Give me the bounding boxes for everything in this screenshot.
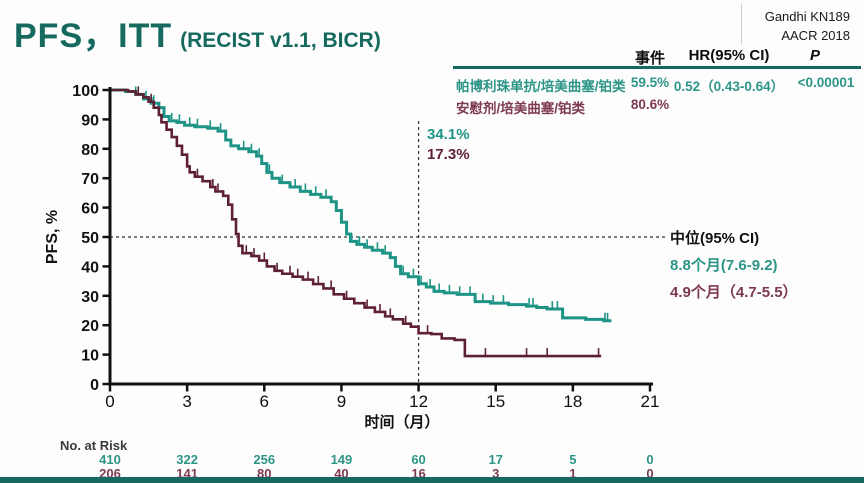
- y-tick-label: 100: [72, 83, 99, 100]
- credit-divider: [741, 4, 742, 44]
- summary-row-pembro-events: 59.5%: [630, 75, 670, 90]
- annotation-median-placebo: 4.9个月（4.7-5.5）: [670, 284, 798, 301]
- x-tick-label: 18: [563, 392, 582, 411]
- summary-header-events: 事件: [634, 50, 665, 67]
- risk-value: 17: [488, 452, 503, 467]
- summary-header-p: P: [809, 47, 820, 64]
- y-tick-label: 30: [81, 289, 99, 306]
- risk-value: 322: [176, 452, 198, 467]
- x-tick-label: 9: [337, 392, 346, 411]
- annotation-12mo-pembro: 34.1%: [427, 126, 470, 143]
- risk-value: 5: [569, 452, 577, 467]
- x-tick-label: 15: [486, 392, 505, 411]
- x-tick-label: 0: [105, 392, 114, 411]
- risk-value: 1: [569, 466, 577, 481]
- x-tick-label: 21: [641, 392, 660, 411]
- risk-value: 149: [330, 452, 353, 467]
- x-tick-label: 12: [409, 392, 428, 411]
- km-curve-placebo: [110, 88, 602, 358]
- y-tick-label: 10: [81, 348, 99, 365]
- summary-row-pembro-p: <0.00001: [797, 75, 855, 90]
- y-tick-label: 50: [81, 230, 99, 247]
- credit-line-1: Gandhi KN189: [764, 9, 850, 24]
- summary-row-placebo-events: 80.6%: [630, 97, 670, 112]
- page-title: PFS，ITT (RECIST v1.1, BICR): [14, 8, 381, 57]
- x-axis-label: 时间（月）: [364, 413, 439, 431]
- summary-row-placebo-label: 安慰剂/培美曲塞/铂类: [456, 101, 586, 116]
- x-tick-label: 6: [260, 392, 269, 411]
- risk-value: 256: [253, 452, 276, 467]
- credit-block: Gandhi KN189 AACR 2018: [765, 8, 850, 46]
- x-tick-label: 3: [182, 392, 191, 411]
- km-curve-pembro: [110, 88, 612, 323]
- summary-row-pembro-hr: 0.52（0.43-0.64）: [673, 79, 785, 94]
- risk-value: 60: [411, 452, 426, 467]
- title-main: PFS，ITT: [14, 17, 173, 55]
- risk-value: 410: [99, 452, 121, 467]
- annotation-median-header: 中位(95% CI): [670, 230, 760, 247]
- credit-line-2: AACR 2018: [781, 27, 850, 43]
- risk-value: 0: [646, 452, 654, 467]
- summary-row-pembro-label: 帕博利珠单抗/培美曲塞/铂类: [456, 79, 626, 94]
- risk-value: 0: [646, 466, 654, 481]
- y-tick-label: 60: [81, 201, 99, 218]
- risk-value: 3: [492, 466, 500, 481]
- y-tick-label: 40: [81, 259, 99, 276]
- bottom-accent-bar: [0, 477, 864, 483]
- y-tick-label: 0: [90, 377, 99, 394]
- annotation-median-pembro: 8.8个月(7.6-9.2): [670, 257, 778, 274]
- title-suffix: (RECIST v1.1, BICR): [180, 29, 381, 52]
- summary-header-hr: HR(95% CI): [688, 47, 770, 64]
- y-tick-label: 90: [81, 112, 99, 129]
- y-tick-label: 70: [81, 171, 99, 188]
- annotation-12mo-placebo: 17.3%: [427, 146, 470, 163]
- y-axis-label: PFS, %: [44, 210, 61, 264]
- risk-table-label: No. at Risk: [60, 438, 128, 453]
- summary-table-separator: [453, 66, 861, 69]
- y-tick-label: 20: [81, 318, 99, 335]
- y-tick-label: 80: [81, 142, 99, 159]
